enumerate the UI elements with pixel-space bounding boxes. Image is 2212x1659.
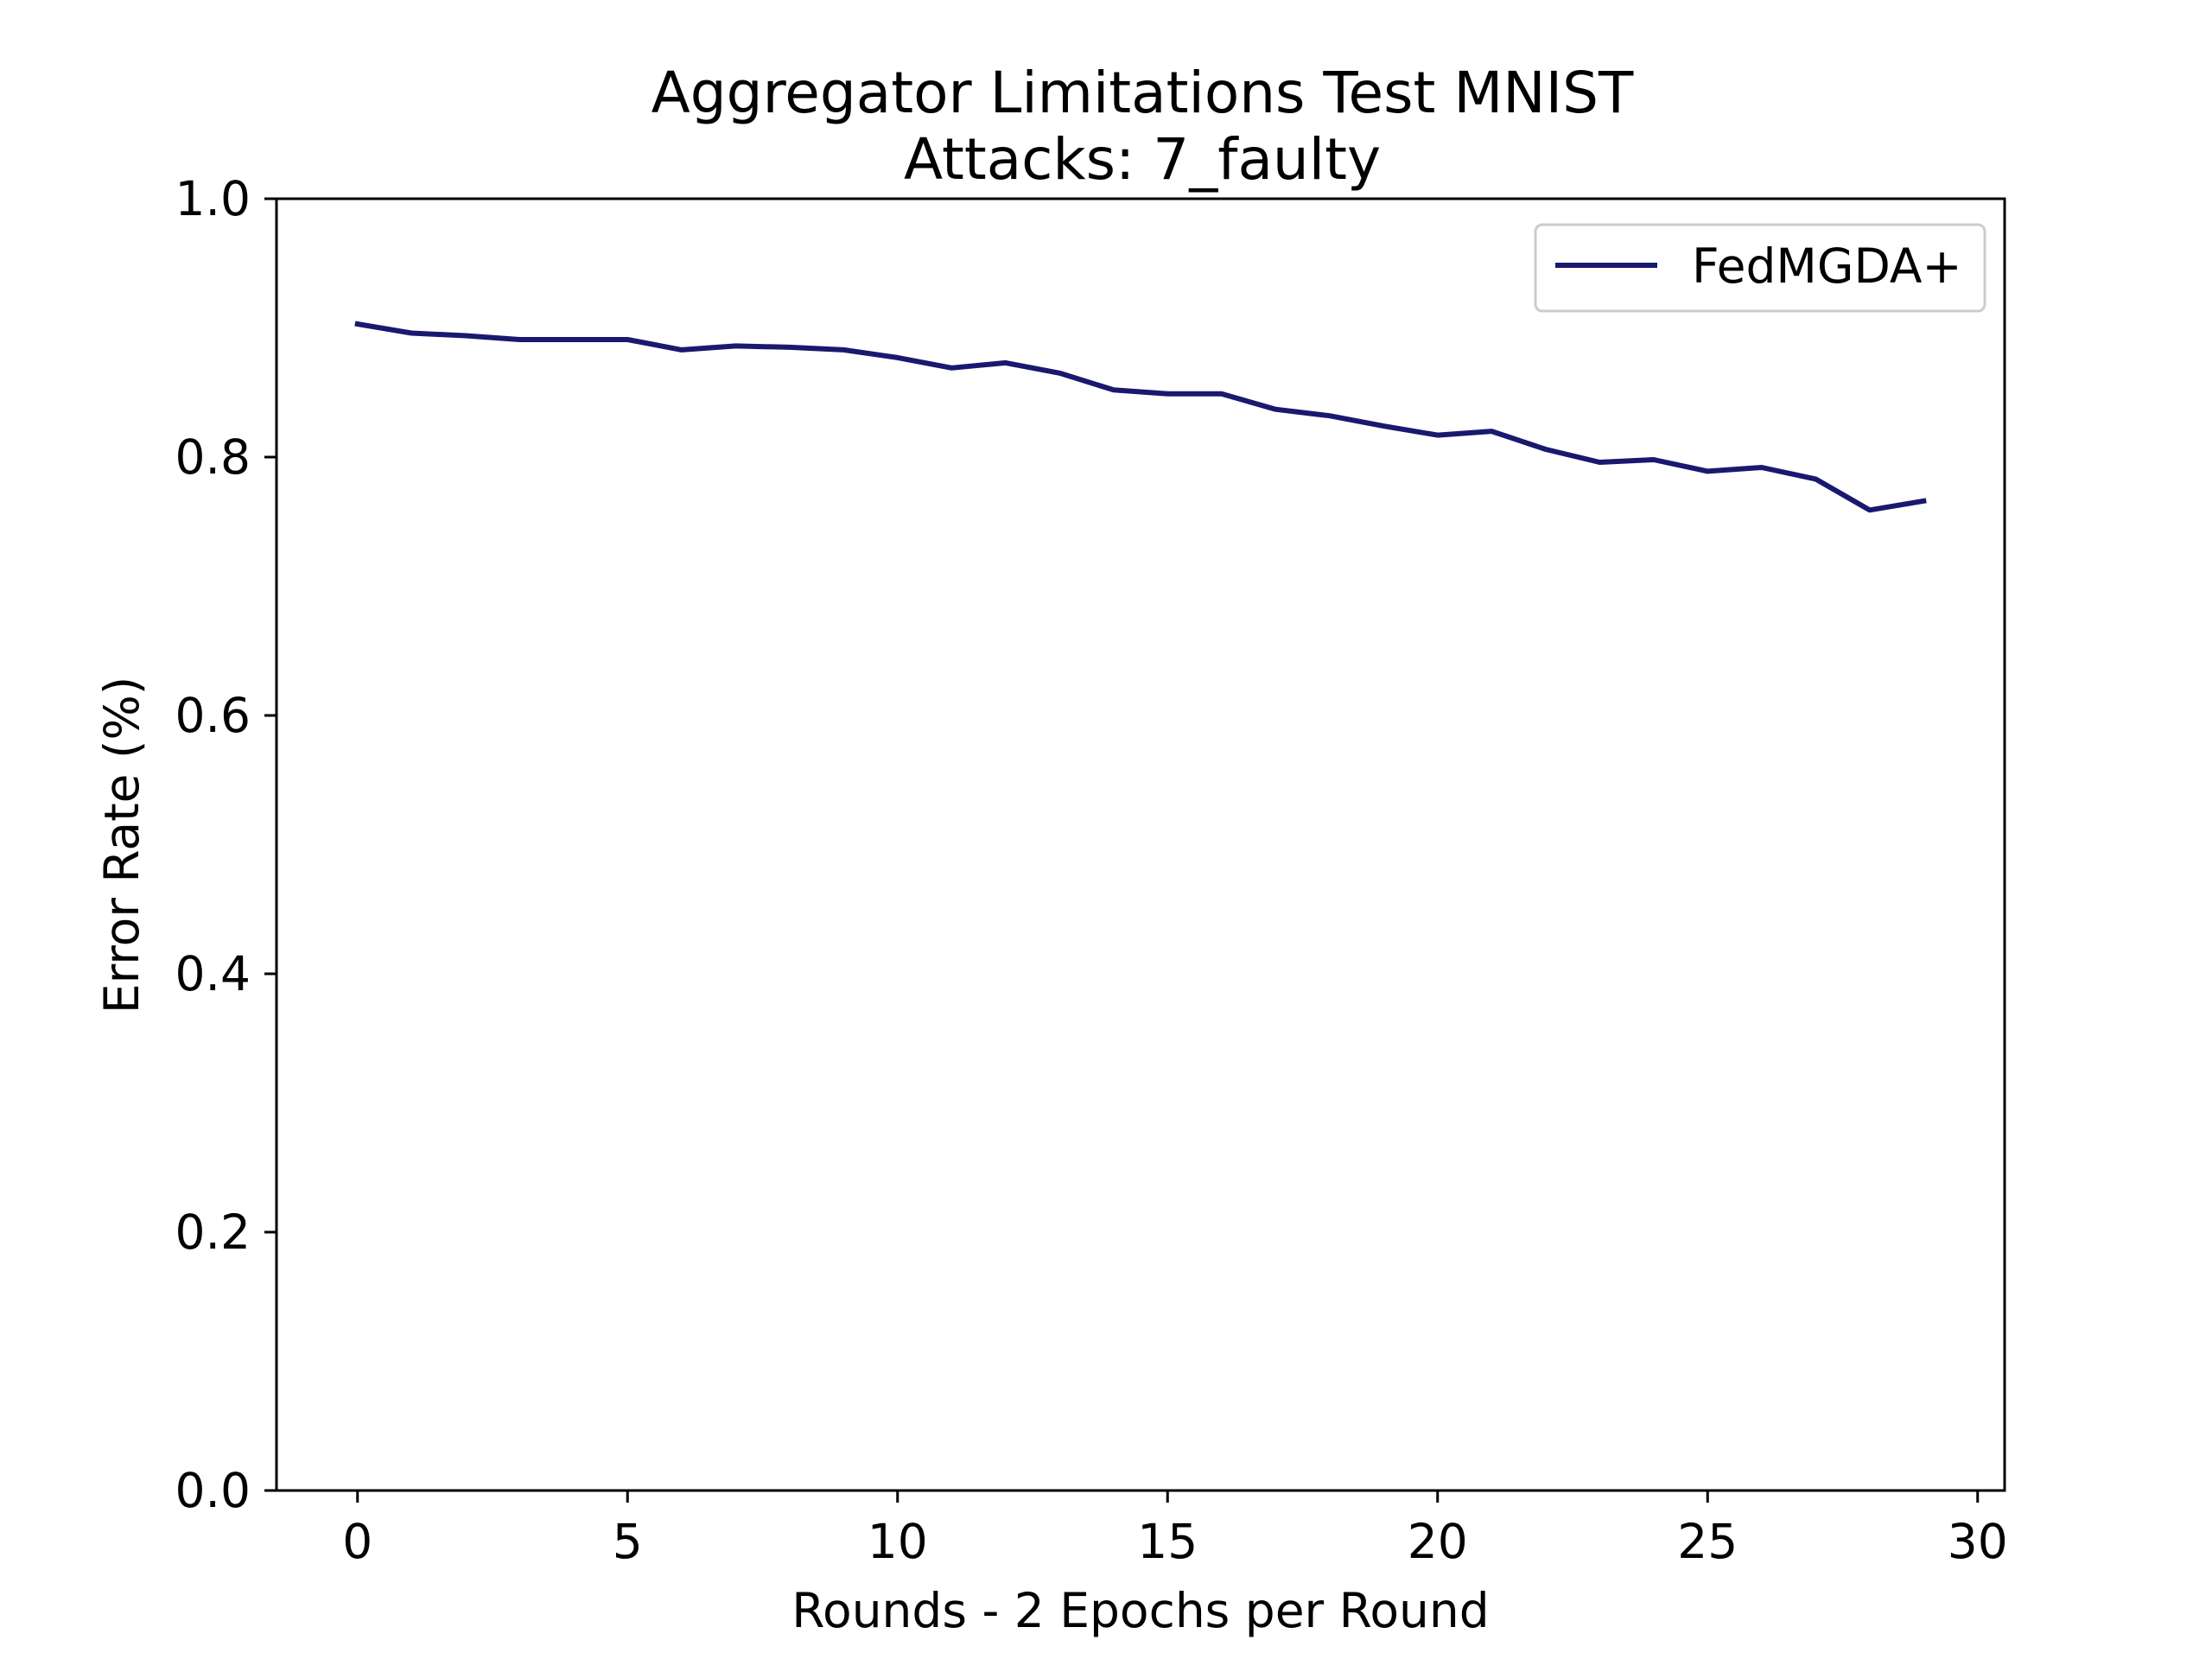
chart-title: Aggregator Limitations Test MNIST (652, 60, 1634, 126)
y-tick-label: 1.0 (175, 171, 251, 226)
x-axis-label: Rounds - 2 Epochs per Round (791, 1583, 1489, 1638)
legend-label-fedmgda: FedMGDA+ (1692, 238, 1962, 294)
x-tick-label: 25 (1677, 1514, 1738, 1569)
x-tick-label: 5 (613, 1514, 643, 1569)
y-tick-label: 0.8 (175, 429, 251, 485)
y-tick-label: 0.4 (175, 946, 251, 1001)
x-tick-label: 20 (1408, 1514, 1468, 1569)
y-tick-label: 0.0 (175, 1463, 251, 1518)
chart-subtitle: Attacks: 7_faulty (904, 126, 1381, 193)
legend: FedMGDA+ (1534, 223, 1986, 313)
plot-frame (275, 197, 2006, 1492)
x-axis-ticks: 0 5 10 15 20 25 30 (342, 1491, 2008, 1569)
y-tick-label: 0.2 (175, 1205, 251, 1260)
plot-lines (354, 321, 1927, 513)
x-tick-label: 30 (1948, 1514, 2008, 1569)
y-tick-label: 0.6 (175, 688, 251, 743)
legend-box (1534, 223, 1986, 313)
x-tick-label: 15 (1137, 1514, 1198, 1569)
series-line-fedmgda (354, 321, 1927, 513)
y-axis-label: Error Rate (%) (94, 677, 149, 1014)
y-axis-ticks: 0.0 0.2 0.4 0.6 0.8 1.0 (175, 171, 276, 1518)
x-tick-label: 0 (342, 1514, 372, 1569)
x-tick-label: 10 (868, 1514, 928, 1569)
